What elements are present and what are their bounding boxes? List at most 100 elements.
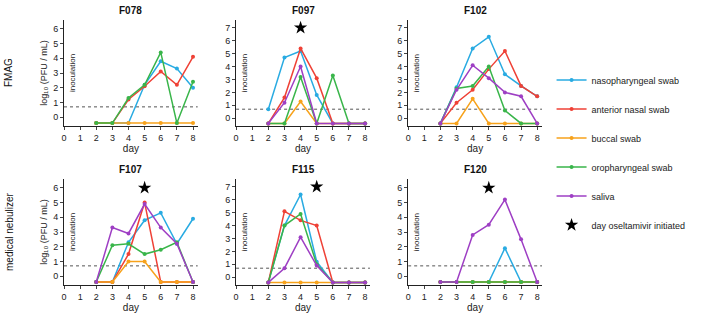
svg-text:6: 6	[502, 292, 507, 302]
svg-text:1: 1	[53, 257, 58, 267]
svg-text:day: day	[467, 143, 483, 154]
svg-text:1: 1	[78, 292, 83, 302]
svg-text:3: 3	[225, 234, 230, 244]
svg-text:F115: F115	[292, 164, 315, 175]
svg-text:3: 3	[397, 75, 402, 85]
svg-text:4: 4	[470, 133, 475, 143]
svg-text:5: 5	[53, 39, 58, 49]
svg-text:3: 3	[454, 292, 459, 302]
svg-text:0: 0	[406, 133, 411, 143]
svg-text:1: 1	[225, 259, 230, 269]
svg-text:1: 1	[250, 133, 255, 143]
svg-text:3: 3	[110, 133, 115, 143]
svg-text:day: day	[295, 302, 311, 313]
svg-text:0: 0	[234, 292, 239, 302]
svg-text:inoculation: inoculation	[412, 213, 421, 251]
svg-text:5: 5	[142, 292, 147, 302]
svg-text:3: 3	[53, 227, 58, 237]
svg-text:day: day	[123, 302, 139, 313]
svg-text:7: 7	[519, 133, 524, 143]
svg-text:0: 0	[53, 271, 58, 281]
svg-text:2: 2	[266, 133, 271, 143]
svg-text:6: 6	[158, 292, 163, 302]
svg-text:log₁₀ (PFU / mL): log₁₀ (PFU / mL)	[39, 40, 49, 105]
svg-text:5: 5	[486, 133, 491, 143]
svg-text:8: 8	[535, 292, 540, 302]
svg-text:0: 0	[61, 292, 66, 302]
svg-text:4: 4	[397, 212, 402, 222]
svg-text:2: 2	[53, 242, 58, 252]
svg-text:1: 1	[422, 292, 427, 302]
svg-text:FMAG: FMAG	[3, 58, 14, 87]
svg-text:8: 8	[190, 133, 195, 143]
svg-text:2: 2	[53, 83, 58, 93]
svg-text:3: 3	[282, 133, 287, 143]
svg-text:5: 5	[225, 49, 230, 59]
svg-text:7: 7	[174, 292, 179, 302]
svg-text:3: 3	[282, 292, 287, 302]
svg-text:0: 0	[225, 272, 230, 282]
svg-text:6: 6	[330, 133, 335, 143]
svg-text:0: 0	[53, 112, 58, 122]
svg-text:0: 0	[397, 113, 402, 123]
svg-text:6: 6	[397, 183, 402, 193]
svg-text:inoculation: inoculation	[68, 213, 77, 251]
svg-text:F078: F078	[119, 5, 142, 16]
svg-text:saliva: saliva	[592, 192, 615, 202]
svg-text:3: 3	[53, 68, 58, 78]
svg-text:4: 4	[53, 53, 58, 63]
svg-text:4: 4	[298, 292, 303, 302]
svg-text:F120: F120	[464, 164, 487, 175]
svg-text:1: 1	[397, 100, 402, 110]
svg-text:0: 0	[225, 113, 230, 123]
svg-text:5: 5	[142, 133, 147, 143]
svg-text:buccal swab: buccal swab	[592, 134, 642, 144]
svg-text:day: day	[467, 302, 483, 313]
svg-text:5: 5	[225, 208, 230, 218]
svg-text:6: 6	[502, 133, 507, 143]
svg-text:6: 6	[397, 36, 402, 46]
svg-text:4: 4	[225, 62, 230, 72]
svg-text:5: 5	[486, 292, 491, 302]
svg-text:6: 6	[225, 195, 230, 205]
svg-text:medical nebulizer: medical nebulizer	[4, 193, 15, 271]
svg-text:1: 1	[225, 100, 230, 110]
svg-text:7: 7	[225, 23, 230, 33]
svg-text:5: 5	[314, 292, 319, 302]
svg-text:3: 3	[397, 227, 402, 237]
svg-text:0: 0	[61, 133, 66, 143]
svg-text:7: 7	[346, 292, 351, 302]
svg-text:7: 7	[174, 133, 179, 143]
svg-text:inoculation: inoculation	[240, 213, 249, 251]
svg-text:4: 4	[298, 133, 303, 143]
svg-text:1: 1	[397, 257, 402, 267]
svg-text:2: 2	[438, 133, 443, 143]
svg-text:day oseltamivir initiated: day oseltamivir initiated	[592, 221, 686, 231]
svg-text:4: 4	[225, 221, 230, 231]
svg-text:8: 8	[363, 133, 368, 143]
svg-text:1: 1	[250, 292, 255, 302]
svg-text:8: 8	[363, 292, 368, 302]
svg-text:5: 5	[53, 198, 58, 208]
svg-text:7: 7	[519, 292, 524, 302]
svg-text:0: 0	[397, 271, 402, 281]
svg-text:2: 2	[94, 133, 99, 143]
svg-text:F102: F102	[464, 5, 487, 16]
svg-text:3: 3	[110, 292, 115, 302]
svg-text:2: 2	[266, 292, 271, 302]
svg-text:F097: F097	[292, 5, 315, 16]
svg-text:2: 2	[397, 242, 402, 252]
svg-text:6: 6	[53, 183, 58, 193]
svg-text:anterior nasal swab: anterior nasal swab	[592, 105, 670, 115]
svg-text:2: 2	[397, 88, 402, 98]
svg-text:day: day	[295, 143, 311, 154]
svg-text:6: 6	[330, 292, 335, 302]
svg-text:8: 8	[535, 133, 540, 143]
svg-text:inoculation: inoculation	[68, 54, 77, 92]
svg-text:day: day	[123, 143, 139, 154]
svg-text:4: 4	[397, 62, 402, 72]
svg-text:7: 7	[225, 182, 230, 192]
svg-text:8: 8	[190, 292, 195, 302]
svg-text:log₁₀ (PFU / mL): log₁₀ (PFU / mL)	[39, 199, 49, 264]
svg-text:3: 3	[454, 133, 459, 143]
